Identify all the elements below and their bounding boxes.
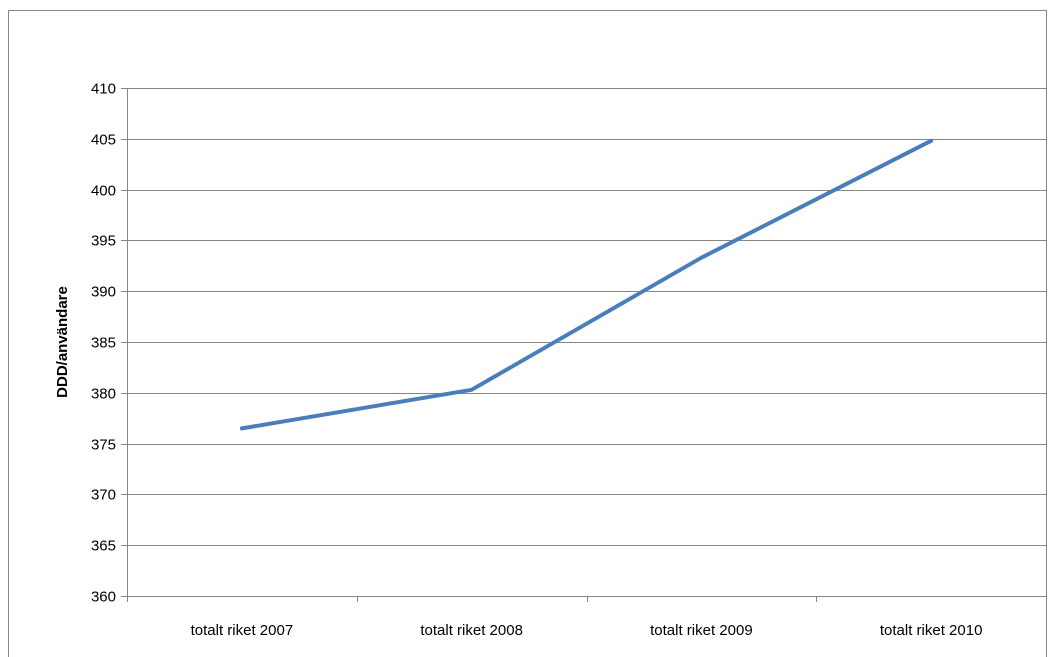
chart-frame <box>8 10 1047 657</box>
gridlines <box>127 88 1046 546</box>
y-tick-label: 365 <box>91 538 116 555</box>
x-tick-label: totalt riket 2007 <box>191 622 294 639</box>
y-tick-label: 375 <box>91 437 116 454</box>
y-tick-label: 400 <box>91 183 116 200</box>
y-tick-label: 410 <box>91 81 116 98</box>
x-tick-label: totalt riket 2010 <box>880 622 983 639</box>
y-tick-label: 360 <box>91 589 116 606</box>
y-tick-labels: 360 365 370 375 380 385 390 395 400 405 410 <box>91 81 116 606</box>
y-tick-label: 380 <box>91 386 116 403</box>
x-tick-labels: totalt riket 2007 totalt riket 2008 totalt… <box>191 622 983 639</box>
y-axis-title: DDD/användare <box>54 286 71 398</box>
y-tick-label: 385 <box>91 335 116 352</box>
series-line <box>239 138 934 431</box>
y-tick-label: 405 <box>91 132 116 149</box>
series-lines <box>239 138 934 431</box>
x-tick-label: totalt riket 2009 <box>650 622 753 639</box>
y-tick-label: 390 <box>91 284 116 301</box>
axes <box>121 88 1047 602</box>
x-tick-label: totalt riket 2008 <box>420 622 523 639</box>
y-tick-label: 370 <box>91 487 116 504</box>
y-tick-label: 395 <box>91 233 116 250</box>
